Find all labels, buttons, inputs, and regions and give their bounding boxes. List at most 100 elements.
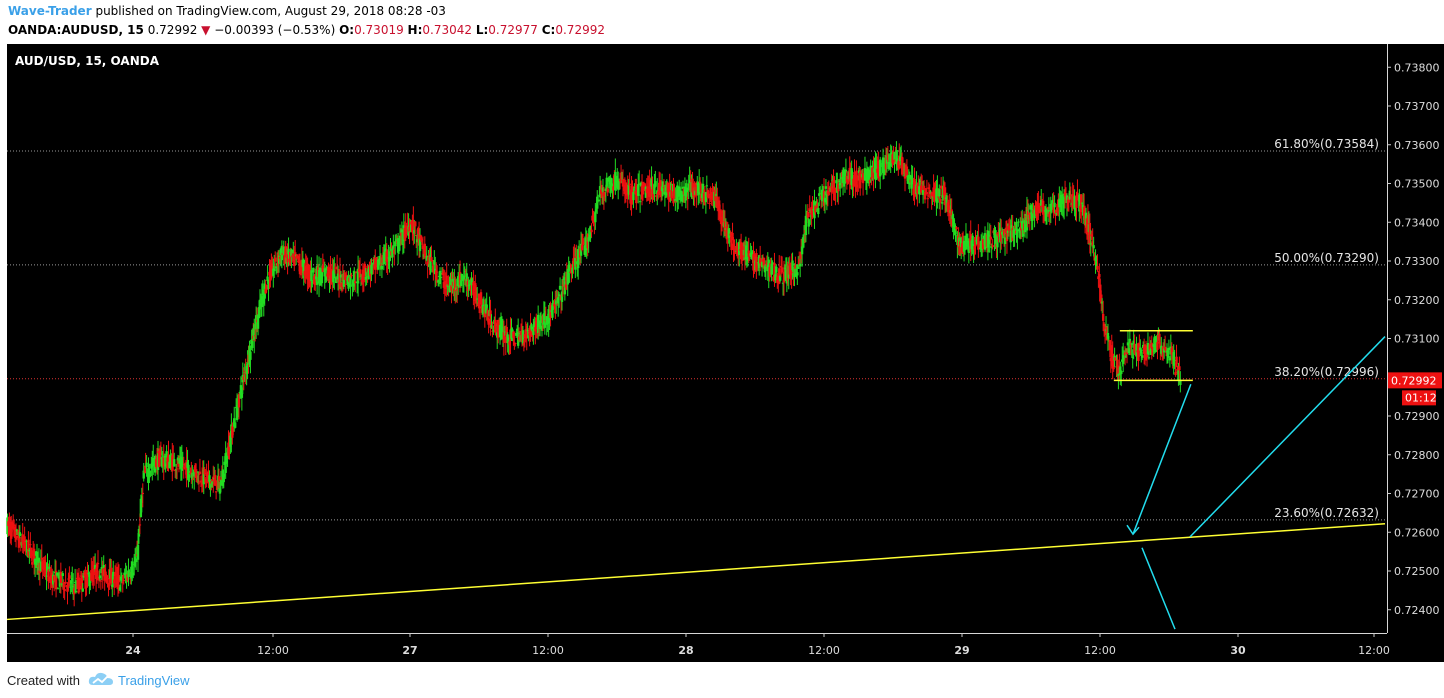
candle-body: [101, 569, 104, 576]
candle-body: [475, 287, 478, 304]
candle-body: [673, 188, 676, 198]
candle-body: [981, 239, 985, 249]
candle-body: [943, 187, 947, 204]
candle-body: [257, 307, 261, 319]
candle-body: [242, 376, 245, 381]
candle-body: [571, 267, 574, 273]
y-tick-label: 0.72500: [1394, 565, 1440, 578]
candle-body: [933, 193, 936, 196]
candle-body: [321, 265, 325, 272]
candle-body: [706, 189, 709, 198]
candle-body: [177, 463, 181, 467]
candle-body: [364, 276, 367, 280]
candle-body: [846, 178, 850, 184]
candle-body: [432, 259, 435, 273]
candle-body: [1101, 313, 1105, 321]
candle-body: [293, 253, 296, 266]
candle-body: [164, 463, 167, 467]
created-with-label: Created with: [7, 673, 80, 688]
candle-body: [959, 241, 962, 255]
candle-body: [219, 479, 223, 486]
candle-body: [715, 193, 718, 196]
candle-body: [336, 273, 340, 280]
candle-body: [450, 285, 453, 291]
candle-body: [1120, 371, 1123, 375]
candle-body: [870, 177, 873, 179]
candle-body: [1123, 352, 1127, 356]
candle-body: [658, 180, 662, 196]
candle-body: [104, 571, 107, 577]
candle-body: [334, 267, 337, 269]
y-tick-label: 0.72700: [1394, 488, 1440, 501]
candle-body: [921, 189, 925, 195]
candle-body: [425, 256, 428, 261]
candle-body: [365, 276, 368, 278]
candle-body: [502, 331, 506, 343]
candle-body: [280, 245, 284, 261]
candle-body: [134, 558, 138, 563]
candle-body: [211, 481, 214, 488]
candle-body: [923, 191, 927, 200]
candle-body: [830, 186, 833, 193]
candle-body: [1108, 340, 1112, 351]
y-tick-label: 0.73400: [1394, 216, 1440, 229]
candle-body: [214, 491, 218, 493]
candle-body: [799, 251, 803, 260]
price-axis-background: [1387, 44, 1444, 662]
author-link[interactable]: Wave-Trader: [8, 4, 92, 18]
candle-body: [141, 492, 144, 495]
candle-body: [800, 246, 804, 255]
candle-body: [121, 582, 124, 584]
candle-body: [1028, 212, 1032, 219]
candle-body: [72, 588, 76, 595]
candle-body: [455, 288, 459, 291]
candle-body: [462, 275, 466, 281]
close-value: 0.72992: [555, 23, 605, 37]
candle-body: [202, 469, 205, 485]
candle-body: [1173, 359, 1176, 362]
candle-body: [557, 294, 561, 297]
candle-body: [327, 267, 330, 278]
candle-body: [120, 575, 124, 577]
x-tick-label: 12:00: [532, 644, 564, 657]
candle-body: [228, 444, 231, 452]
tradingview-link[interactable]: TradingView: [118, 673, 190, 688]
candle-body: [501, 326, 505, 335]
candle-body: [1114, 357, 1117, 361]
candle-body: [181, 463, 184, 466]
candle-body: [791, 260, 794, 271]
candle-body: [1090, 234, 1093, 237]
candle-body: [804, 215, 808, 236]
candle-body: [232, 428, 235, 432]
candle-body: [778, 268, 781, 284]
candle-body: [1148, 344, 1152, 352]
candle-body: [438, 270, 442, 280]
candle-body: [718, 210, 722, 220]
candle-body: [224, 453, 227, 473]
current-price-badges: 0.72992 01:12: [1388, 372, 1442, 406]
candle-body: [282, 246, 285, 256]
candle-body: [1119, 366, 1122, 376]
candle-body: [837, 183, 840, 192]
y-tick-label: 0.73300: [1394, 255, 1440, 268]
candle-body: [697, 182, 701, 195]
candle-body: [1135, 343, 1138, 356]
candle-body: [962, 240, 966, 252]
candle-body: [695, 182, 698, 196]
candle-body: [1042, 206, 1046, 214]
candle-body: [820, 189, 824, 202]
candle-body: [27, 539, 30, 556]
candle-body: [391, 248, 394, 258]
candle-body: [661, 186, 665, 192]
candle-body: [1075, 195, 1078, 208]
candle-body: [505, 326, 508, 338]
candle-body: [1170, 347, 1173, 355]
candle-body: [826, 190, 830, 195]
candle-body: [1062, 197, 1066, 209]
candle-body: [12, 524, 16, 526]
candle-body: [1017, 221, 1020, 223]
candle-body: [934, 184, 937, 189]
price-chart[interactable]: 0.73800 0.73700 0.73600 0.73500 0.73400 0.733…: [0, 44, 1444, 662]
candle-body: [185, 460, 188, 479]
candle-body: [418, 238, 422, 252]
